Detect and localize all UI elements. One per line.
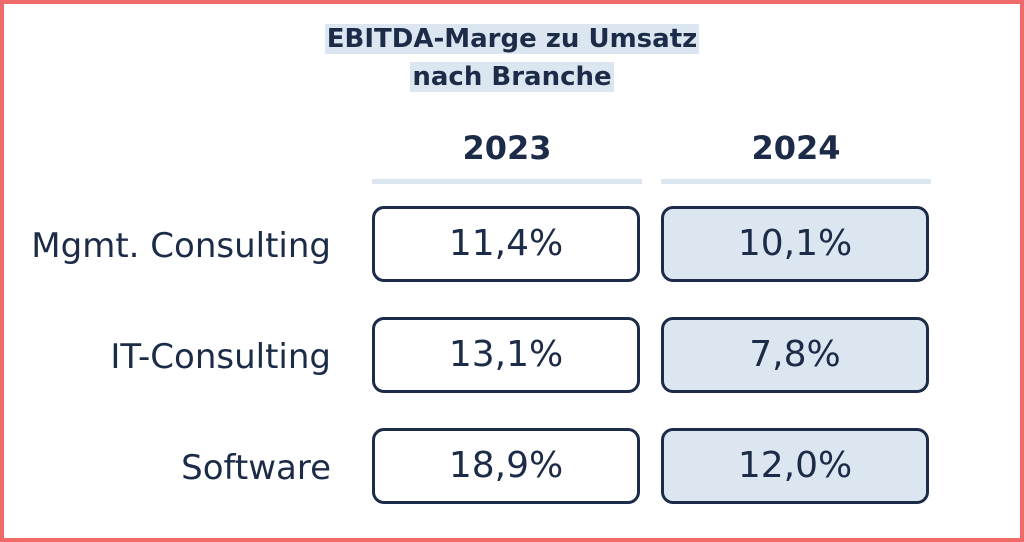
cell-mgmt-consulting-2023: 11,4% xyxy=(372,206,640,282)
chart-title: EBITDA-Marge zu Umsatz nach Branche xyxy=(0,20,1024,96)
cell-software-2024: 12,0% xyxy=(661,428,929,504)
row-label-it-consulting: IT-Consulting xyxy=(110,337,331,377)
cell-software-2023: 18,9% xyxy=(372,428,640,504)
column-rule-2024 xyxy=(661,179,931,184)
row-label-software: Software xyxy=(181,448,331,488)
column-header-2024: 2024 xyxy=(751,129,841,167)
cell-mgmt-consulting-2024: 10,1% xyxy=(661,206,929,282)
column-rule-2023 xyxy=(372,179,642,184)
column-header-2023: 2023 xyxy=(462,129,552,167)
title-line-2: nach Branche xyxy=(410,62,614,92)
cell-it-consulting-2024: 7,8% xyxy=(661,317,929,393)
row-label-mgmt-consulting: Mgmt. Consulting xyxy=(31,226,331,266)
cell-it-consulting-2023: 13,1% xyxy=(372,317,640,393)
title-line-1: EBITDA-Marge zu Umsatz xyxy=(324,24,700,54)
